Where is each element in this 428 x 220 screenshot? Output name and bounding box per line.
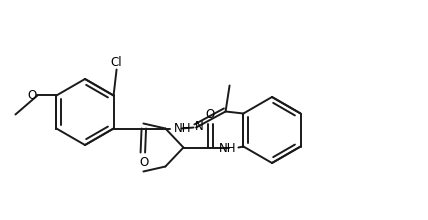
Text: O: O xyxy=(206,108,215,121)
Text: O: O xyxy=(27,89,36,102)
Text: NH: NH xyxy=(219,141,236,154)
Text: N: N xyxy=(195,120,203,133)
Text: O: O xyxy=(140,156,149,169)
Text: NH: NH xyxy=(174,121,192,134)
Text: Cl: Cl xyxy=(111,55,122,68)
